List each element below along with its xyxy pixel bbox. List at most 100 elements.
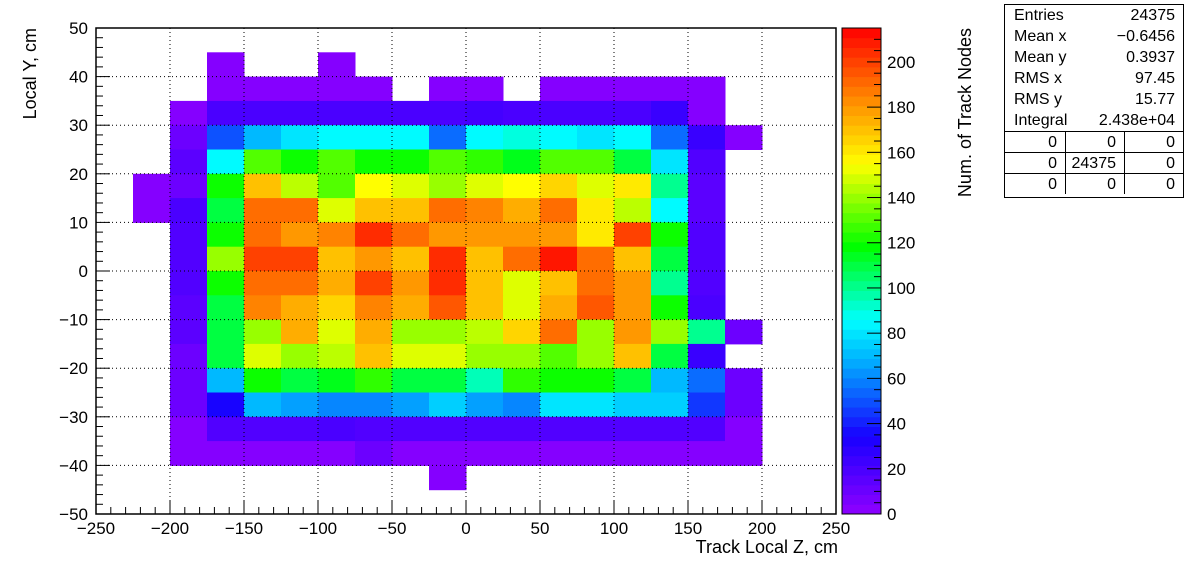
- heatmap-cell: [466, 295, 504, 321]
- heatmap-cell: [503, 319, 541, 345]
- y-tick-label: −30: [59, 408, 88, 427]
- heatmap-cell: [281, 100, 319, 126]
- heatmap-cell: [355, 295, 393, 321]
- heatmap-cell: [281, 222, 319, 248]
- heatmap-cell: [503, 368, 541, 393]
- heatmap-cell: [540, 343, 578, 369]
- heatmap-cell: [207, 295, 245, 321]
- heatmap-cell: [318, 222, 356, 248]
- heatmap-cell: [392, 173, 430, 199]
- heatmap-cell: [355, 319, 393, 345]
- heatmap-cell: [466, 100, 504, 126]
- palette-band: [842, 426, 881, 437]
- heatmap-cell: [540, 198, 578, 223]
- heatmap-cell: [651, 416, 689, 442]
- heatmap-cell: [503, 441, 541, 466]
- heatmap-cell: [725, 125, 763, 150]
- stats-meanx-value: −0.6456: [1116, 28, 1175, 45]
- heatmap-cell: [318, 368, 356, 393]
- heatmap-cell: [281, 246, 319, 272]
- heatmap-cell: [725, 368, 763, 393]
- heatmap-cell: [207, 319, 245, 345]
- heatmap-cell: [540, 222, 578, 248]
- heatmap-cell: [614, 343, 652, 369]
- heatmap-cell: [688, 319, 726, 345]
- stats-entries-label: Entries: [1014, 7, 1064, 24]
- heatmap-cell: [429, 271, 467, 296]
- heatmap-cell: [577, 271, 615, 296]
- heatmap-cell: [244, 246, 282, 272]
- heatmap-cell: [688, 271, 726, 296]
- heatmap-cell: [577, 149, 615, 175]
- heatmap-cell: [503, 222, 541, 248]
- heatmap-cell: [503, 343, 541, 369]
- heatmap-cell: [466, 125, 504, 150]
- heatmap-cell: [355, 173, 393, 199]
- heatmap-cell: [281, 173, 319, 199]
- palette-band: [842, 407, 881, 418]
- heatmap-cell: [651, 295, 689, 321]
- x-tick-label: −150: [225, 519, 263, 538]
- palette-band: [842, 241, 881, 253]
- palette-band: [842, 183, 881, 194]
- z-tick-label: 120: [887, 234, 915, 253]
- x-tick-label: −100: [299, 519, 337, 538]
- heatmap-cell: [429, 441, 467, 466]
- heatmap-cell: [577, 222, 615, 248]
- heatmap-cell: [725, 392, 763, 418]
- x-tick-label: 200: [748, 519, 776, 538]
- heatmap-cell: [207, 368, 245, 393]
- z-tick-label: 100: [887, 279, 915, 298]
- heatmap-cell: [244, 76, 282, 102]
- x-tick-label: 50: [531, 519, 550, 538]
- heatmap-cell: [614, 149, 652, 175]
- y-tick-label: 0: [79, 262, 88, 281]
- palette-band: [842, 251, 881, 262]
- heatmap-cell: [614, 271, 652, 296]
- stats-grid-cell: 24375: [1065, 152, 1125, 173]
- heatmap-cell: [651, 222, 689, 248]
- heatmap-cell: [429, 368, 467, 393]
- heatmap-cell: [503, 125, 541, 150]
- heatmap-cell: [466, 173, 504, 199]
- palette-band: [842, 271, 881, 282]
- palette-band: [842, 76, 881, 87]
- palette-band: [842, 173, 881, 185]
- heatmap-cell: [429, 246, 467, 272]
- heatmap-cell: [577, 76, 615, 102]
- heatmap-cell: [577, 198, 615, 223]
- heatmap-cell: [429, 149, 467, 175]
- palette-band: [842, 455, 881, 466]
- heatmap-cell: [392, 100, 430, 126]
- heatmap-cell: [318, 441, 356, 466]
- heatmap-cell: [651, 149, 689, 175]
- palette-band: [842, 348, 881, 359]
- heatmap-cell: [503, 416, 541, 442]
- heatmap-cell: [577, 295, 615, 321]
- heatmap-cell: [244, 271, 282, 296]
- heatmap-cell: [281, 319, 319, 345]
- heatmap-cell: [614, 441, 652, 466]
- z-axis-label: Num. of Track Nodes: [955, 28, 975, 197]
- heatmap-cell: [170, 368, 208, 393]
- heatmap-cell: [170, 222, 208, 248]
- heatmap-cell: [207, 222, 245, 248]
- palette-band: [842, 368, 881, 379]
- palette-band: [842, 154, 881, 165]
- stats-integral-row: Integral 2.438e+04: [1005, 110, 1183, 131]
- palette-band: [842, 164, 881, 175]
- x-tick-label: 0: [461, 519, 470, 538]
- heatmap-cell: [651, 125, 689, 150]
- heatmap-cell: [540, 149, 578, 175]
- heatmap-cell: [540, 100, 578, 126]
- stats-grid-cell: 0: [1125, 152, 1183, 173]
- heatmap-cell: [429, 319, 467, 345]
- stats-overflow-grid: 0 0 0 0 24375 0 0 0 0: [1005, 131, 1183, 194]
- heatmap-cell: [577, 319, 615, 345]
- heatmap-cell: [318, 76, 356, 102]
- z-tick-label: 80: [887, 324, 906, 343]
- heatmap-cell: [392, 441, 430, 466]
- heatmap-cell: [392, 271, 430, 296]
- y-axis: −50 −40 −30 −20 −10 0 10 20 30 40 50: [59, 19, 110, 524]
- heatmap-cell: [466, 416, 504, 442]
